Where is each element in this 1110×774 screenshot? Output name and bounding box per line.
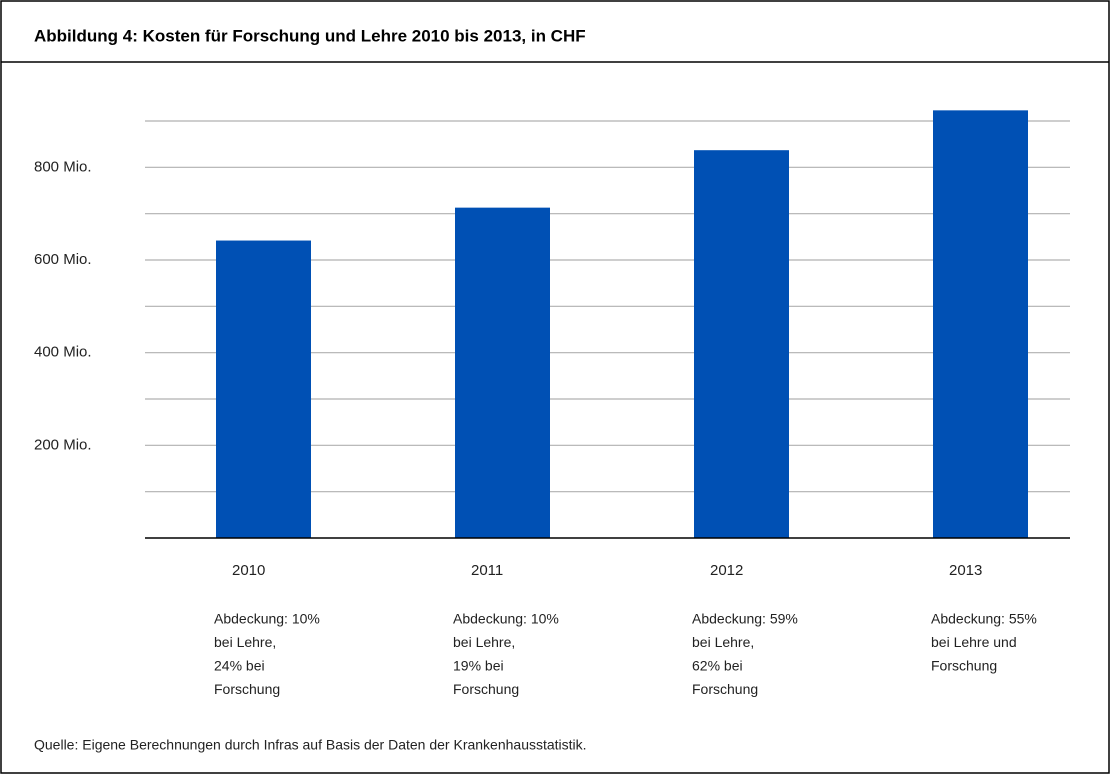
annotation: Abdeckung: 10% xyxy=(214,611,320,627)
annotation: bei Lehre, xyxy=(692,634,754,650)
bar xyxy=(216,240,311,539)
annotation: 62% bei xyxy=(692,658,743,674)
annotation: bei Lehre, xyxy=(453,634,515,650)
x-tick-label: 2010 xyxy=(232,562,265,579)
annotation: bei Lehre, xyxy=(214,634,276,650)
annotation: Abdeckung: 55% xyxy=(931,611,1037,627)
bar xyxy=(455,207,550,539)
annotation: 19% bei xyxy=(453,658,504,674)
annotation: Forschung xyxy=(453,681,519,697)
x-tick-label: 2011 xyxy=(471,562,503,579)
annotation: bei Lehre und xyxy=(931,634,1017,650)
annotation: Abdeckung: 10% xyxy=(453,611,559,627)
annotation: 24% bei xyxy=(214,658,265,674)
bar xyxy=(694,150,789,538)
annotation: Abdeckung: 59% xyxy=(692,611,798,627)
y-tick-label: 400 Mio. xyxy=(34,344,92,361)
annotation: Forschung xyxy=(214,681,280,697)
source-note: Quelle: Eigene Berechnungen durch Infras… xyxy=(34,737,587,753)
y-tick-label: 800 Mio. xyxy=(34,158,92,175)
annotation: Forschung xyxy=(931,658,997,674)
annotation: Forschung xyxy=(692,681,758,697)
x-tick-label: 2013 xyxy=(949,562,982,579)
chart-title: Abbildung 4: Kosten für Forschung und Le… xyxy=(34,26,586,45)
y-tick-label: 600 Mio. xyxy=(34,251,92,268)
x-tick-label: 2012 xyxy=(710,562,743,579)
y-tick-label: 200 Mio. xyxy=(34,436,92,453)
bar xyxy=(933,110,1028,539)
